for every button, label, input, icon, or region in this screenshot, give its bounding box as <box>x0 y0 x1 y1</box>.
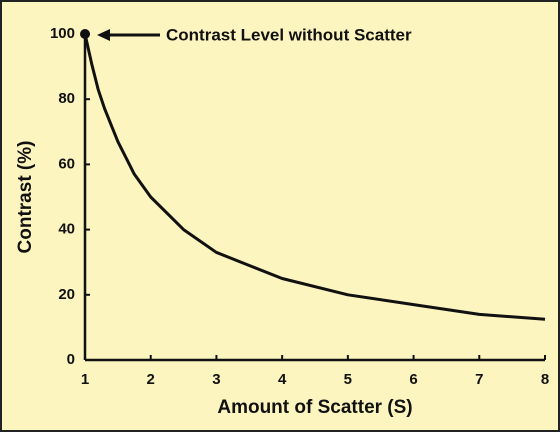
arrow-head <box>97 29 110 41</box>
x-tick-label: 7 <box>475 371 483 388</box>
y-tick-label: 40 <box>58 221 75 238</box>
y-tick-label: 0 <box>67 351 75 368</box>
y-tick-label: 80 <box>58 90 75 107</box>
y-tick-label: 60 <box>58 155 75 172</box>
y-tick-label: 100 <box>50 25 75 42</box>
data-line <box>83 33 546 321</box>
x-tick-label: 6 <box>409 371 417 388</box>
x-tick-label: 2 <box>147 371 155 388</box>
x-tick-label: 5 <box>344 371 352 388</box>
x-tick-label: 3 <box>212 371 220 388</box>
start-point <box>80 29 90 39</box>
x-tick-label: 1 <box>81 371 89 388</box>
y-tick-label: 20 <box>58 286 75 303</box>
y-axis-label: Contrast (%) <box>15 141 36 254</box>
x-tick-label: 4 <box>278 371 287 388</box>
annotation: Contrast Level without Scatter <box>166 25 412 44</box>
x-axis-label: Amount of Scatter (S) <box>217 397 412 418</box>
x-tick-label: 8 <box>541 371 549 388</box>
